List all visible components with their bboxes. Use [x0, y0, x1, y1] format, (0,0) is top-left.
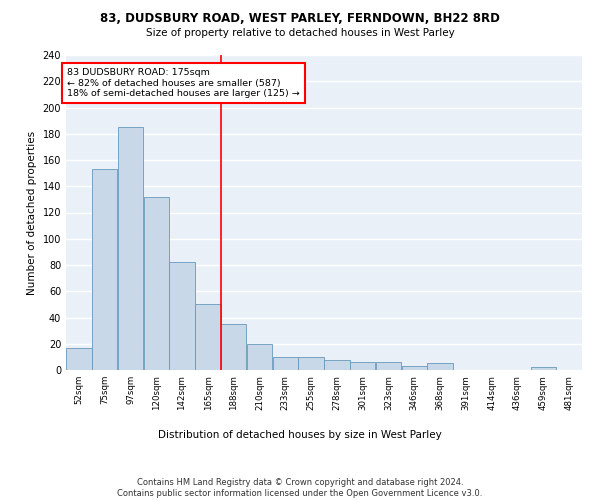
Bar [221, 324, 246, 370]
Text: Contains HM Land Registry data © Crown copyright and database right 2024.
Contai: Contains HM Land Registry data © Crown c… [118, 478, 482, 498]
Text: Size of property relative to detached houses in West Parley: Size of property relative to detached ho… [146, 28, 454, 38]
Bar [427, 364, 453, 370]
Bar [144, 196, 169, 370]
Bar [247, 344, 272, 370]
Bar [350, 362, 375, 370]
Bar [402, 366, 427, 370]
Bar [195, 304, 221, 370]
Bar [324, 360, 350, 370]
Bar [273, 357, 298, 370]
Bar [376, 362, 401, 370]
Text: 83, DUDSBURY ROAD, WEST PARLEY, FERNDOWN, BH22 8RD: 83, DUDSBURY ROAD, WEST PARLEY, FERNDOWN… [100, 12, 500, 26]
Bar [298, 357, 324, 370]
Bar [118, 127, 143, 370]
Y-axis label: Number of detached properties: Number of detached properties [27, 130, 37, 294]
Bar [169, 262, 195, 370]
Bar [66, 348, 92, 370]
Text: Distribution of detached houses by size in West Parley: Distribution of detached houses by size … [158, 430, 442, 440]
Bar [92, 169, 117, 370]
Bar [531, 368, 556, 370]
Text: 83 DUDSBURY ROAD: 175sqm
← 82% of detached houses are smaller (587)
18% of semi-: 83 DUDSBURY ROAD: 175sqm ← 82% of detach… [67, 68, 300, 98]
